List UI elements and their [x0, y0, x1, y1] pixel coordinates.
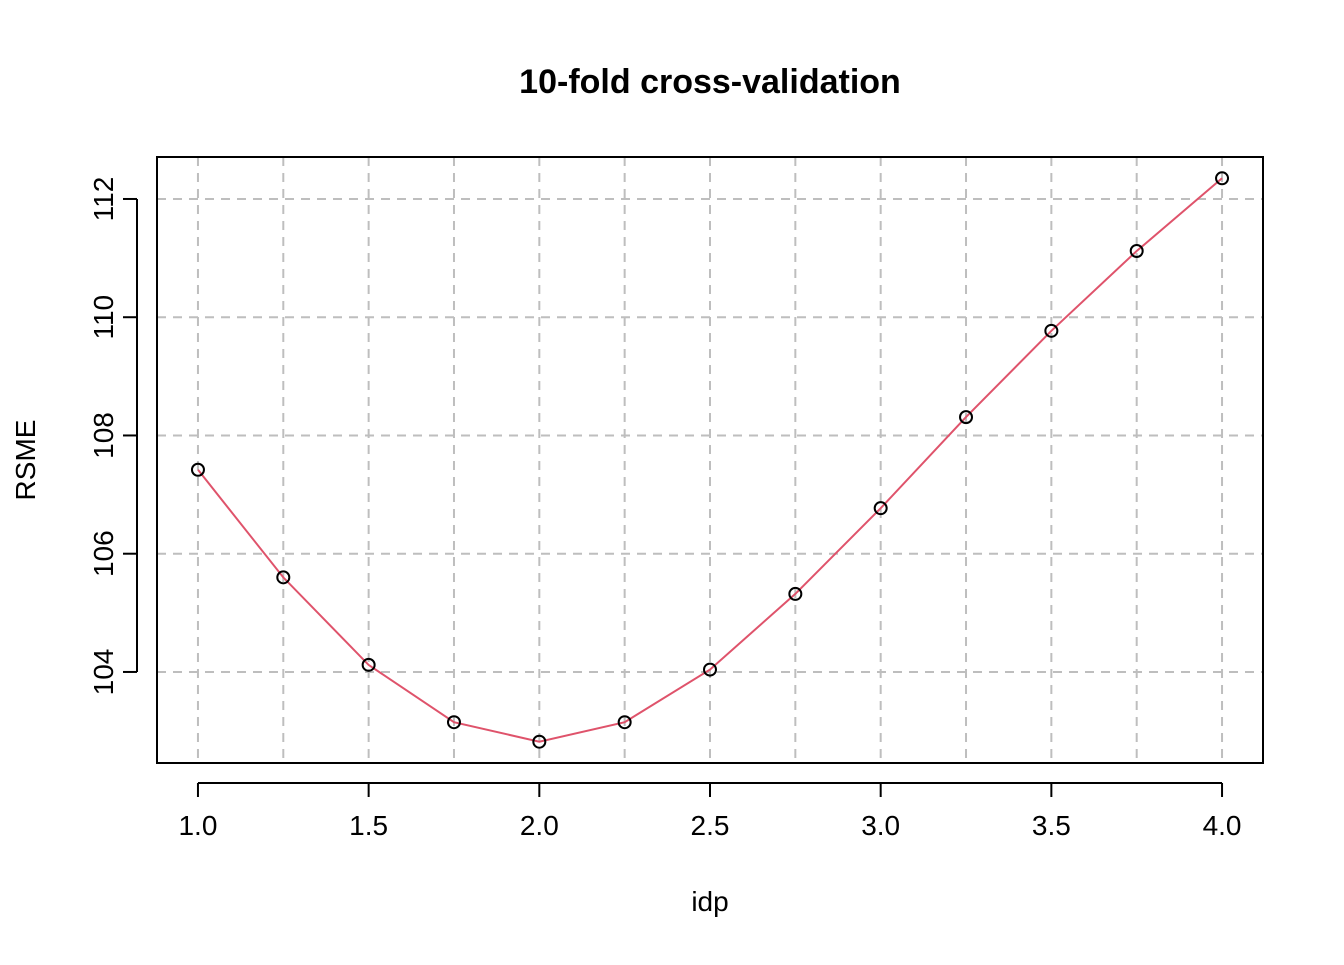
chart-title: 10-fold cross-validation	[519, 63, 901, 101]
data-point-3	[446, 715, 461, 730]
data-point-2	[361, 657, 376, 672]
data-point-6	[703, 662, 717, 677]
x-tick-label-6: 4.0	[1203, 810, 1242, 841]
x-tick-label-0: 1.0	[178, 810, 217, 841]
grid	[157, 157, 1263, 763]
y-tick-label-2: 108	[88, 412, 119, 459]
data-point-7	[788, 586, 803, 601]
y-axis-label: RSME	[10, 420, 41, 501]
x-tick-label-1: 1.5	[349, 810, 388, 841]
y-axis: 104 106 108 110 112	[88, 177, 138, 696]
plot-frame	[156, 156, 1264, 764]
series-line-0	[197, 177, 1223, 743]
x-axis-label: idp	[691, 886, 728, 917]
marker-layer	[190, 171, 1230, 749]
data-point-1	[276, 570, 291, 585]
y-tick-label-3: 110	[88, 295, 119, 340]
data-point-12	[1215, 171, 1230, 186]
x-tick-label-2: 2.0	[520, 810, 559, 841]
x-tick-label-3: 2.5	[691, 810, 730, 841]
data-point-4	[532, 734, 547, 749]
data-point-5	[617, 715, 632, 730]
data-point-11	[1129, 244, 1144, 259]
y-tick-label-1: 106	[88, 530, 119, 577]
x-axis: 1.0 1.5 2.0 2.5 3.0 3.5 4.0	[178, 782, 1242, 841]
data-point-0	[190, 462, 205, 477]
x-tick-label-5: 3.5	[1032, 810, 1071, 841]
series-layer	[197, 177, 1223, 743]
x-tick-label-4: 3.0	[861, 810, 900, 841]
data-point-9	[959, 410, 974, 425]
data-point-8	[873, 501, 888, 516]
data-point-10	[1044, 323, 1059, 338]
y-tick-label-4: 112	[88, 177, 119, 222]
y-tick-label-0: 104	[88, 649, 119, 696]
